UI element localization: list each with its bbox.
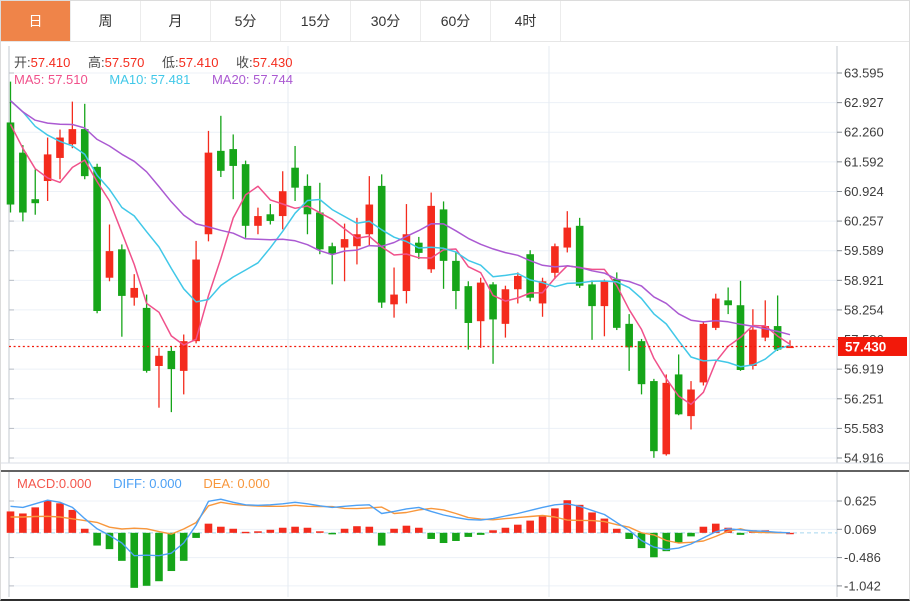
macd-label: MACD:	[17, 476, 59, 491]
ma20-value: 57.744	[253, 72, 293, 87]
svg-text:-1.042: -1.042	[844, 578, 881, 593]
tab-5min[interactable]: 5分	[211, 1, 281, 41]
price-marker: 57.430	[9, 336, 907, 356]
macd-readout: MACD:0.000 DIFF: 0.000 DEA: 0.000	[17, 476, 270, 491]
tab-60min[interactable]: 60分	[421, 1, 491, 41]
svg-text:58.921: 58.921	[844, 273, 884, 288]
macd-axis-labels: 0.625 0.069 -0.486 -1.042	[9, 494, 881, 593]
svg-text:63.595: 63.595	[844, 66, 884, 81]
svg-text:58.254: 58.254	[844, 302, 884, 317]
svg-text:56.251: 56.251	[844, 391, 884, 406]
svg-text:0.625: 0.625	[844, 494, 877, 509]
axes	[1, 46, 909, 597]
tab-15min[interactable]: 15分	[281, 1, 351, 41]
ma10-label: MA10:	[109, 72, 147, 87]
low-label: 低:	[162, 55, 179, 70]
dea-value: 0.000	[237, 476, 270, 491]
dea-line	[10, 501, 790, 544]
ma10-line	[9, 100, 791, 368]
svg-text:61.592: 61.592	[844, 154, 884, 169]
price-axis-labels: 63.595 62.927 62.260 61.592 60.924 60.257 59.5…	[9, 66, 884, 466]
tab-30min[interactable]: 30分	[351, 1, 421, 41]
svg-text:62.927: 62.927	[844, 95, 884, 110]
ma5-label: MA5:	[14, 72, 45, 87]
ma-readout: MA5: 57.510 MA10: 57.481 MA20: 57.744	[14, 72, 293, 87]
tab-day[interactable]: 日	[1, 1, 71, 41]
high-label: 高:	[88, 55, 105, 70]
tab-week[interactable]: 周	[71, 1, 141, 41]
ohlc-readout: 开:57.410 高:57.570 低:57.410 收:57.430	[14, 52, 292, 71]
tab-bar: 日周月 5分 15分 30分 60分 4时	[1, 1, 909, 42]
svg-text:0.069: 0.069	[844, 522, 877, 537]
svg-text:54.916: 54.916	[844, 451, 884, 466]
open-label: 开:	[14, 55, 31, 70]
svg-text:-0.486: -0.486	[844, 550, 881, 565]
macd-lines	[10, 498, 791, 557]
close-value: 57.430	[252, 55, 293, 70]
svg-text:57.430: 57.430	[845, 339, 886, 354]
svg-text:60.257: 60.257	[844, 214, 884, 229]
diff-value: 0.000	[149, 476, 182, 491]
dea-label: DEA:	[203, 476, 234, 491]
tab-month[interactable]: 月	[141, 1, 211, 41]
diff-label: DIFF:	[113, 476, 146, 491]
high-value: 57.570	[104, 55, 145, 70]
svg-text:55.583: 55.583	[844, 421, 884, 436]
close-label: 收:	[236, 55, 253, 70]
open-value: 57.410	[30, 55, 71, 70]
svg-text:59.589: 59.589	[844, 243, 884, 258]
ma5-value: 57.510	[47, 72, 88, 87]
ma-lines	[9, 100, 791, 406]
low-value: 57.410	[178, 55, 219, 70]
svg-text:56.919: 56.919	[844, 362, 884, 377]
ma20-label: MA20:	[211, 72, 250, 87]
tab-4hour[interactable]: 4时	[491, 1, 561, 41]
ma10-value: 57.481	[150, 72, 191, 87]
ma5-line	[9, 124, 791, 406]
macd-value: 0.000	[58, 476, 92, 491]
ma20-line	[9, 100, 791, 336]
diff-line	[10, 498, 791, 557]
candles	[6, 81, 794, 458]
svg-text:62.260: 62.260	[844, 125, 884, 140]
svg-text:60.924: 60.924	[844, 184, 884, 199]
